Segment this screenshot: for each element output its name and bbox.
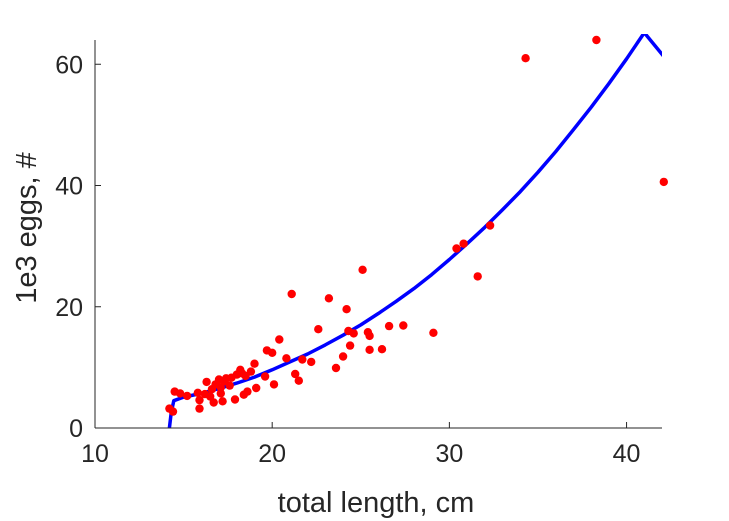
data-point: [260, 372, 270, 381]
y-tick-label: 40: [55, 173, 83, 201]
y-tick-label: 60: [55, 51, 83, 79]
data-point: [225, 381, 234, 390]
data-point: [202, 377, 211, 387]
data-point: [195, 404, 204, 413]
data-point: [252, 383, 261, 393]
data-point: [268, 348, 277, 357]
data-point: [365, 331, 374, 341]
data-point: [298, 355, 307, 364]
data-point: [182, 391, 192, 401]
data-point: [592, 35, 601, 45]
data-point: [338, 352, 348, 361]
data-point: [218, 397, 227, 406]
data-point: [331, 363, 341, 373]
data-point: [399, 321, 408, 330]
data-point: [307, 357, 316, 367]
data-point: [377, 345, 387, 354]
x-tick-label: 10: [81, 440, 109, 468]
plot-area: [165, 34, 668, 428]
y-axis-label: 1e3 eggs, #: [11, 152, 43, 304]
data-point: [365, 345, 374, 354]
data-point: [452, 244, 461, 253]
y-tick-label: 0: [69, 415, 83, 443]
axes: 10 20 30 40 0 20 40 60: [55, 40, 662, 468]
data-point: [429, 328, 438, 337]
data-point: [195, 395, 204, 405]
data-point: [521, 54, 530, 63]
data-point: [209, 398, 218, 407]
data-point: [342, 305, 351, 314]
data-point: [216, 383, 225, 392]
data-point: [291, 369, 300, 379]
data-point: [275, 335, 284, 344]
data-point: [250, 359, 259, 368]
data-point: [345, 341, 355, 350]
data-point: [216, 389, 225, 398]
data-point: [168, 407, 178, 416]
data-point: [230, 395, 240, 404]
data-point: [287, 289, 296, 299]
x-tick-label: 20: [258, 440, 286, 468]
data-point: [324, 294, 334, 303]
data-point: [349, 329, 358, 338]
data-point: [193, 388, 202, 397]
data-point: [243, 387, 252, 396]
data-point: [294, 376, 303, 385]
data-point: [358, 265, 367, 274]
data-point: [384, 321, 394, 331]
data-point: [659, 177, 668, 187]
data-point: [175, 389, 185, 398]
x-tick-label: 30: [435, 440, 463, 468]
data-point: [459, 239, 468, 248]
data-point: [282, 354, 291, 363]
data-point: [485, 221, 495, 230]
data-point: [473, 272, 482, 281]
data-point: [269, 380, 279, 389]
data-point: [246, 367, 256, 376]
data-point: [314, 325, 323, 334]
x-tick-label: 40: [613, 440, 641, 468]
x-axis-label: total length, cm: [278, 487, 475, 519]
y-tick-label: 20: [55, 294, 83, 322]
